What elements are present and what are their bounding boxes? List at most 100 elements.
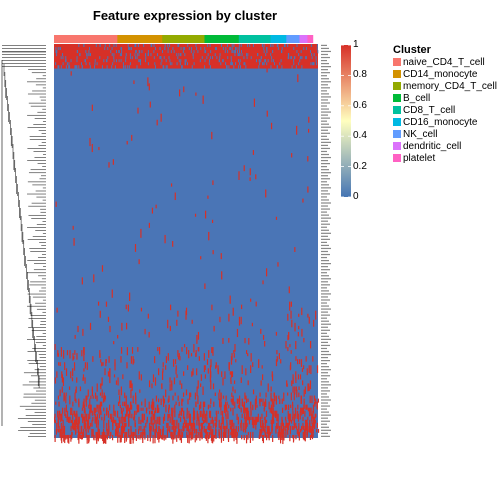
- heatmap-cell-low: [137, 44, 139, 48]
- heatmap-cell-high: [58, 413, 60, 420]
- heatmap-cell-low: [80, 62, 82, 66]
- heatmap-cell-high: [215, 434, 217, 440]
- heatmap-cell-high: [137, 404, 139, 411]
- heatmap-cell-high: [94, 416, 96, 424]
- heatmap-cell-high: [106, 428, 108, 435]
- heatmap-cell-high: [131, 404, 133, 410]
- heatmap-cell-low: [121, 47, 123, 51]
- row-label: [321, 320, 329, 322]
- heatmap-cell-high: [136, 404, 138, 410]
- heatmap-cell-high: [282, 434, 284, 445]
- color-scale-tick-label: 0.4: [353, 130, 367, 142]
- heatmap-cell-high: [56, 307, 58, 313]
- heatmap-cell-high: [150, 425, 152, 431]
- heatmap-cell-low: [246, 56, 248, 60]
- heatmap-cell-high: [219, 316, 221, 323]
- heatmap-cell-high: [233, 380, 236, 384]
- heatmap-cell-high: [154, 356, 156, 364]
- heatmap-cell-high: [243, 428, 245, 433]
- heatmap-cell-low: [66, 62, 68, 66]
- heatmap-cell-low: [257, 53, 259, 57]
- heatmap-cell-low: [172, 47, 174, 51]
- heatmap-cell-high: [287, 425, 289, 435]
- heatmap-cell-high: [61, 413, 63, 421]
- heatmap-cell-low: [263, 62, 265, 66]
- heatmap-cell-high: [71, 377, 74, 382]
- heatmap-cell-high: [173, 377, 176, 385]
- heatmap-cell-low: [150, 44, 152, 48]
- heatmap-cell-high: [65, 413, 67, 418]
- row-label: [321, 278, 331, 280]
- heatmap-cell-low: [311, 53, 313, 57]
- heatmap-cell-high: [193, 410, 196, 418]
- heatmap-cell-high: [174, 359, 177, 365]
- heatmap-cell-high: [180, 434, 183, 443]
- heatmap-cell-high: [206, 431, 209, 436]
- heatmap-cell-high: [304, 386, 306, 395]
- heatmap-cell-high: [101, 377, 103, 386]
- heatmap-cell-high: [234, 401, 236, 409]
- row-label: [321, 90, 327, 92]
- heatmap-cell-high: [147, 434, 149, 441]
- heatmap-cell-high: [280, 425, 283, 430]
- heatmap-cell-high: [272, 410, 274, 415]
- heatmap-cell-high: [273, 419, 275, 424]
- row-label: [321, 96, 331, 98]
- heatmap-cell-low: [188, 47, 190, 51]
- heatmap-cell-high: [98, 147, 100, 151]
- heatmap-cell-high: [108, 356, 110, 363]
- heatmap-cell-low: [195, 44, 197, 48]
- heatmap-cell-high: [297, 410, 299, 419]
- heatmap-cell-high: [290, 310, 292, 319]
- heatmap-cell-high: [55, 428, 58, 435]
- legend-swatch: [393, 142, 401, 150]
- heatmap-cell-low: [136, 65, 138, 69]
- heatmap-cell-low: [89, 53, 91, 57]
- heatmap-cell-high: [280, 422, 282, 428]
- legend-label: CD14_monocyte: [403, 69, 478, 80]
- heatmap-cell-high: [298, 431, 300, 441]
- heatmap-cell-low: [151, 44, 153, 48]
- heatmap-cell-high: [81, 277, 83, 285]
- heatmap-cell-high: [226, 407, 228, 411]
- heatmap-cell-high: [178, 413, 180, 419]
- heatmap-cell-high: [240, 377, 242, 383]
- heatmap-cell-low: [232, 62, 234, 66]
- heatmap-cell-low: [159, 56, 161, 60]
- heatmap-cell-low: [222, 47, 224, 51]
- heatmap-cell-low: [182, 50, 184, 54]
- heatmap-cell-high: [262, 434, 264, 442]
- heatmap-cell-high: [289, 365, 291, 371]
- row-label: [321, 284, 330, 286]
- heatmap-cell-high: [99, 310, 101, 318]
- heatmap-cell-high: [204, 434, 206, 439]
- heatmap-cell-high: [145, 422, 147, 428]
- heatmap-cell-high: [59, 362, 61, 366]
- row-label: [321, 129, 328, 131]
- legend-item: CD14_monocyte: [393, 69, 477, 81]
- row-label: [321, 226, 327, 228]
- heatmap-cell-high: [79, 386, 82, 392]
- heatmap-cell-high: [194, 434, 196, 443]
- heatmap-cell-high: [151, 383, 153, 389]
- row-label: [321, 375, 330, 377]
- heatmap-cell-high: [192, 422, 194, 431]
- heatmap-cell-high: [174, 425, 176, 435]
- heatmap-cell-high: [277, 413, 279, 421]
- heatmap-cell-low: [107, 47, 109, 51]
- heatmap-cell-high: [292, 377, 294, 384]
- heatmap-cell-high: [96, 431, 99, 439]
- heatmap-cell-high: [220, 434, 223, 443]
- color-scale-tick-label: 1: [353, 39, 359, 50]
- heatmap-cell-high: [228, 313, 230, 322]
- heatmap-cell-high: [283, 431, 285, 441]
- heatmap-cell-low: [273, 59, 275, 63]
- heatmap-cell-high: [73, 237, 75, 246]
- heatmap-cell-high: [150, 404, 152, 409]
- heatmap-cell-high: [169, 377, 171, 383]
- heatmap-cell-high: [162, 431, 164, 440]
- heatmap-cell-high: [75, 389, 77, 394]
- heatmap-cell-high: [81, 407, 84, 411]
- legend-item: NK_cell: [393, 129, 437, 141]
- heatmap-cell-low: [136, 56, 138, 60]
